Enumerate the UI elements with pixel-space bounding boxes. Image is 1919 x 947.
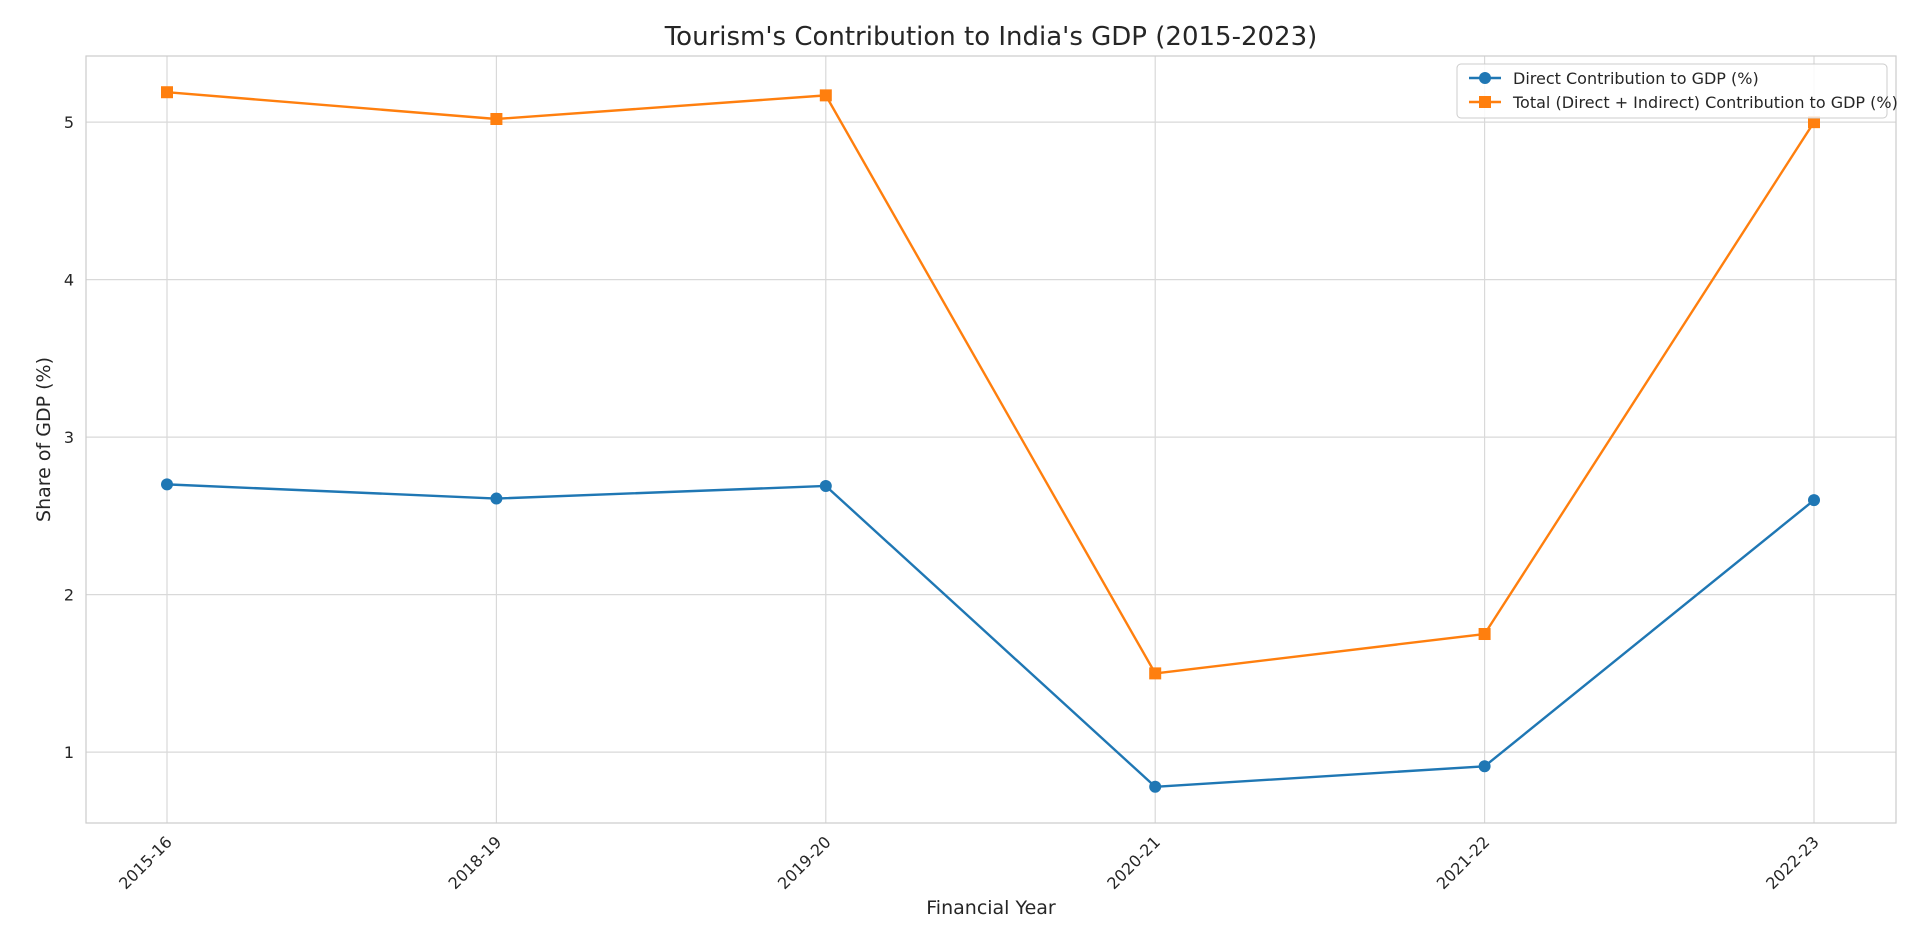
legend: Direct Contribution to GDP (%) Total (Dir… [1456, 63, 1898, 119]
x-axis-label: Financial Year [926, 897, 1056, 919]
data-point-series-2 [1478, 628, 1491, 641]
legend-marker-1 [1479, 72, 1491, 84]
data-point-series-2 [1149, 667, 1162, 680]
data-point-series-1 [1478, 760, 1491, 773]
legend-box [1456, 63, 1888, 119]
data-point-series-1 [161, 478, 173, 491]
y-tick-label: 1 [64, 743, 74, 762]
data-point-series-1 [1808, 494, 1820, 507]
chart-title: Tourism's Contribution to India's GDP (2… [664, 22, 1318, 52]
series-line-2 [166, 91, 1816, 675]
y-tick-label: 3 [64, 428, 74, 447]
data-point-series-2 [819, 89, 832, 102]
legend-label-1: Direct Contribution to GDP (%) [1513, 69, 1759, 88]
legend-marker-2 [1479, 96, 1491, 108]
legend-label-2: Total (Direct + Indirect) Contribution t… [1512, 93, 1898, 112]
data-point-series-1 [819, 479, 832, 492]
data-point-series-1 [490, 492, 503, 505]
data-point-series-1 [1149, 780, 1162, 793]
data-point-series-2 [1808, 116, 1820, 129]
y-axis-label: Share of GDP (%) [33, 357, 55, 522]
data-point-series-2 [161, 86, 173, 99]
y-tick-label: 5 [64, 113, 74, 132]
data-point-series-2 [490, 112, 503, 125]
series-line-1 [166, 483, 1815, 788]
y-tick-label: 2 [64, 586, 74, 605]
plot-area [85, 55, 1897, 824]
y-tick-label: 4 [64, 271, 74, 290]
